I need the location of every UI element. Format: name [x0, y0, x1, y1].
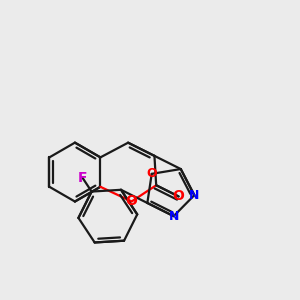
- Text: O: O: [146, 167, 157, 180]
- Text: F: F: [78, 171, 87, 185]
- Text: O: O: [126, 194, 138, 208]
- Text: N: N: [169, 210, 179, 223]
- Text: O: O: [172, 189, 184, 203]
- Text: N: N: [189, 189, 200, 202]
